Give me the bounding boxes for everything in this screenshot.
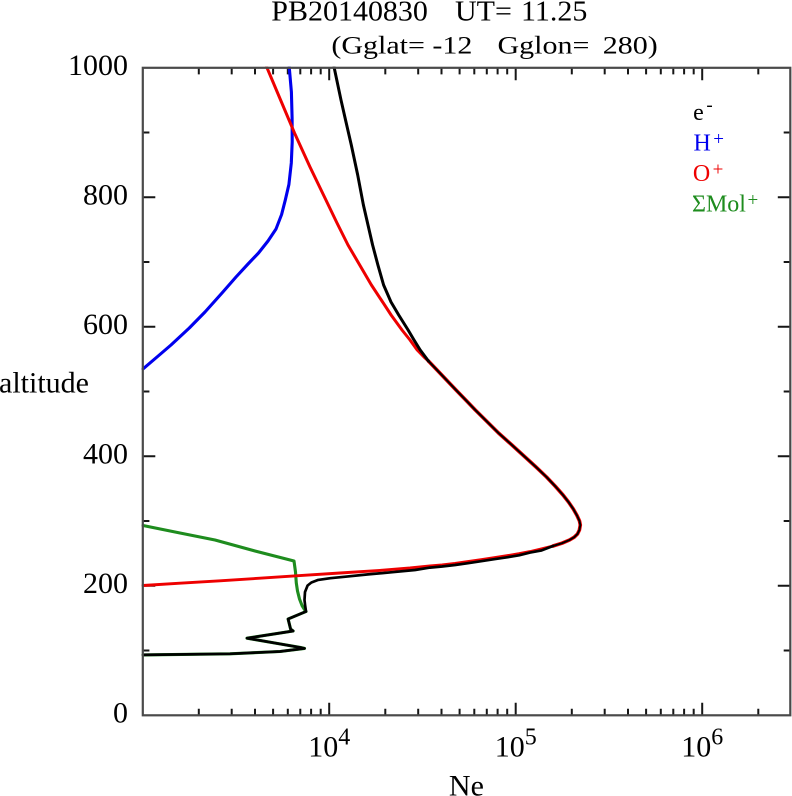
- svg-text:280): 280): [603, 31, 658, 59]
- svg-text:Gglon=: Gglon=: [498, 31, 590, 59]
- svg-text:1000: 1000: [68, 49, 128, 82]
- svg-text:11.25: 11.25: [521, 0, 587, 27]
- svg-text:600: 600: [83, 308, 128, 341]
- svg-text:0: 0: [113, 697, 128, 730]
- svg-text:Ne: Ne: [449, 770, 484, 796]
- svg-text:(Gglat= -12: (Gglat= -12: [331, 31, 472, 59]
- svg-text:400: 400: [83, 438, 128, 471]
- svg-text:200: 200: [83, 567, 128, 600]
- svg-text:800: 800: [83, 179, 128, 212]
- svg-text:altitude: altitude: [0, 367, 89, 400]
- svg-text:UT=: UT=: [455, 0, 512, 27]
- svg-text:PB20140830: PB20140830: [271, 0, 428, 27]
